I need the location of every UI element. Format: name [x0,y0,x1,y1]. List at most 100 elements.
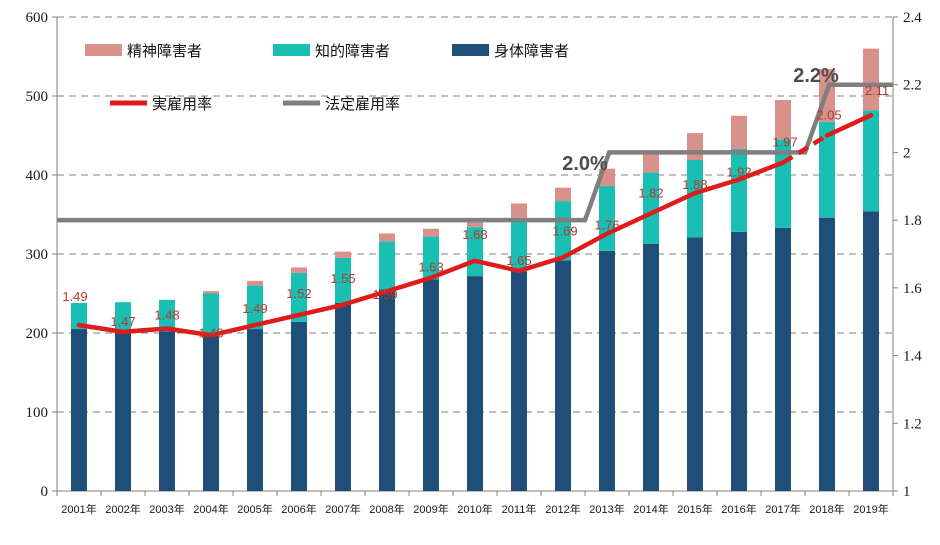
bar-segment [291,267,307,273]
bar-segment [555,187,571,202]
data-label: 1.88 [682,177,707,192]
bar-segment [731,231,747,491]
x-axis-tick-label: 2001年 [61,502,96,516]
data-label: 1.55 [330,271,355,286]
x-axis-tick-label: 2018年 [809,502,844,516]
y-axis-left-tick-label: 500 [26,89,49,105]
y-axis-right-tick-label: 1.6 [903,281,922,297]
bar-segment [203,291,219,294]
bar-segment [115,302,131,333]
bar-segment [511,217,527,272]
annotation-label: 2.0% [562,153,608,175]
x-axis-tick-label: 2007年 [325,502,360,516]
data-label: 1.49 [62,289,87,304]
bar-segment [247,329,263,491]
x-axis-tick-label: 2005年 [237,502,272,516]
bar-segment [863,211,879,491]
legend-swatch [452,44,489,56]
bar-segment [247,280,263,286]
data-label: 2.05 [816,108,841,123]
legend-swatch [85,44,122,56]
bar-segment [643,150,659,173]
bar-segment [731,115,747,149]
bar-segment [71,302,87,330]
bar-segment [555,201,571,261]
bar-segment [159,331,175,491]
bar-segment [291,321,307,491]
x-axis-tick-label: 2010年 [457,502,492,516]
y-axis-left-tick-label: 300 [26,247,49,263]
y-axis-right-tick-label: 1 [903,484,911,500]
legend-item-label: 身体障害者 [494,42,569,60]
x-axis-tick-label: 2013年 [589,502,624,516]
y-axis-left: 0 100 200 300 400 500 600 [26,10,57,500]
y-axis-right-tick-label: 1.2 [903,416,922,432]
x-axis: 2001年 2002年 2003年 2004年 2005年 2006年 2007年 2008年… [56,491,894,516]
x-axis-tick-label: 2006年 [281,502,316,516]
bar-segment [203,335,219,491]
y-axis-left-tick-label: 200 [26,326,49,342]
y-axis-left-tick-label: 600 [26,10,49,26]
y-axis-right-tick-label: 1.4 [903,349,922,365]
data-label: 1.65 [506,253,531,268]
x-axis-tick-label: 2008年 [369,502,404,516]
bar-segment [467,276,483,491]
x-axis-tick-label: 2015年 [677,502,712,516]
x-axis-tick-label: 2017年 [765,502,800,516]
legend-swatch [273,44,310,56]
bar-segment [687,133,703,160]
bar-segment [775,99,791,140]
bar-segment [423,236,439,280]
bar-segment [335,302,351,491]
bar-segment [643,172,659,244]
bar-segment [423,279,439,491]
bar-segment [863,110,879,212]
bar-segment [115,333,131,491]
y-axis-left-tick-label: 100 [26,405,49,421]
bar-segment [291,272,307,322]
actual-rate-line [76,112,874,338]
data-label: 1.46 [198,325,223,340]
data-label: 1.92 [726,165,751,180]
bar-segment [247,285,263,330]
data-label: 1.49 [242,301,267,316]
x-axis-tick-label: 2009年 [413,502,448,516]
data-label: 1.76 [594,218,619,233]
bar-segment [599,250,615,491]
data-label: 1.82 [638,185,663,200]
x-axis-tick-label: 2012年 [545,502,580,516]
actual-employment-rate-line-forecast [781,133,829,165]
annotations: 2.0% 2.2% [562,65,839,175]
bar-segment [71,329,87,491]
y-axis-right-tick-label: 2 [903,145,911,161]
actual-employment-rate-line [824,112,874,138]
legend-item-label: 実雇用率 [152,96,212,113]
bar-segment [379,233,395,242]
y-axis-right-tick-label: 1.8 [903,213,922,229]
annotation-label: 2.2% [793,65,839,87]
bar-segment [731,148,747,232]
legend-item-label: 知的障害者 [315,42,390,60]
legal-rate-step-line [57,82,893,223]
bar-segment [335,251,351,258]
bar-segment [511,203,527,218]
bar-segment [863,48,879,111]
legend-item-label: 法定雇用率 [325,96,400,113]
bar-segment [819,122,835,218]
bar-segment [203,293,219,336]
bar-segment [423,228,439,237]
data-label: 1.47 [110,314,135,329]
bar-segment [775,227,791,491]
data-label: 1.52 [286,286,311,301]
actual-employment-rate-line [76,160,786,338]
legend-item-label: 精神障害者 [127,42,202,60]
bar-segment [643,243,659,491]
bar-segment [467,219,483,228]
x-axis-tick-label: 2019年 [853,502,888,516]
x-axis-tick-label: 2014年 [633,502,668,516]
bar-segment [159,299,175,332]
y-axis-right-tick-label: 2.4 [903,10,922,26]
